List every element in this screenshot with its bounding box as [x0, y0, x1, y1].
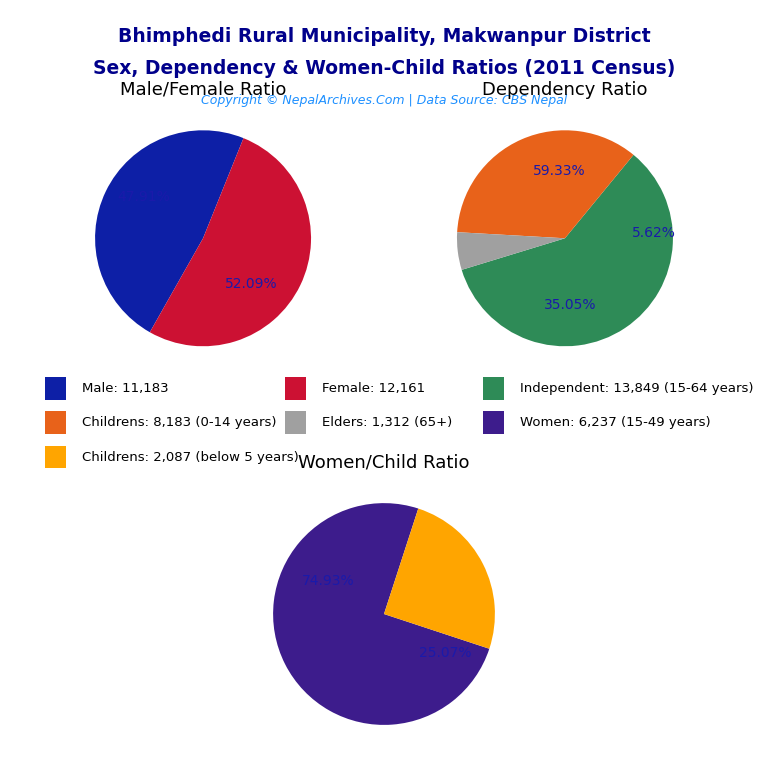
- Bar: [45, 445, 66, 468]
- Text: 47.91%: 47.91%: [118, 190, 170, 204]
- Text: Childrens: 8,183 (0-14 years): Childrens: 8,183 (0-14 years): [82, 415, 276, 429]
- Text: Childrens: 2,087 (below 5 years): Childrens: 2,087 (below 5 years): [82, 451, 299, 464]
- Bar: [45, 411, 66, 433]
- Text: Male: 11,183: Male: 11,183: [82, 382, 168, 395]
- Wedge shape: [457, 131, 634, 238]
- Text: 59.33%: 59.33%: [533, 164, 586, 178]
- Wedge shape: [273, 503, 489, 725]
- Wedge shape: [384, 508, 495, 649]
- Text: 74.93%: 74.93%: [303, 574, 355, 588]
- Bar: [45, 377, 66, 400]
- Text: Sex, Dependency & Women-Child Ratios (2011 Census): Sex, Dependency & Women-Child Ratios (20…: [93, 59, 675, 78]
- Bar: [483, 377, 504, 400]
- Title: Dependency Ratio: Dependency Ratio: [482, 81, 647, 99]
- Title: Women/Child Ratio: Women/Child Ratio: [298, 453, 470, 471]
- Wedge shape: [457, 232, 565, 270]
- Text: Copyright © NepalArchives.Com | Data Source: CBS Nepal: Copyright © NepalArchives.Com | Data Sou…: [201, 94, 567, 107]
- Wedge shape: [95, 131, 243, 333]
- Text: 5.62%: 5.62%: [631, 226, 675, 240]
- Text: Independent: 13,849 (15-64 years): Independent: 13,849 (15-64 years): [520, 382, 753, 395]
- Text: 52.09%: 52.09%: [225, 276, 278, 290]
- Text: Female: 12,161: Female: 12,161: [323, 382, 425, 395]
- Text: 35.05%: 35.05%: [544, 298, 597, 313]
- Wedge shape: [150, 138, 311, 346]
- Bar: [285, 377, 306, 400]
- Text: 25.07%: 25.07%: [419, 646, 472, 660]
- Text: Bhimphedi Rural Municipality, Makwanpur District: Bhimphedi Rural Municipality, Makwanpur …: [118, 27, 650, 46]
- Bar: [483, 411, 504, 433]
- Bar: [285, 411, 306, 433]
- Wedge shape: [462, 155, 673, 346]
- Text: Elders: 1,312 (65+): Elders: 1,312 (65+): [323, 415, 452, 429]
- Title: Male/Female Ratio: Male/Female Ratio: [120, 81, 286, 99]
- Text: Women: 6,237 (15-49 years): Women: 6,237 (15-49 years): [520, 415, 710, 429]
